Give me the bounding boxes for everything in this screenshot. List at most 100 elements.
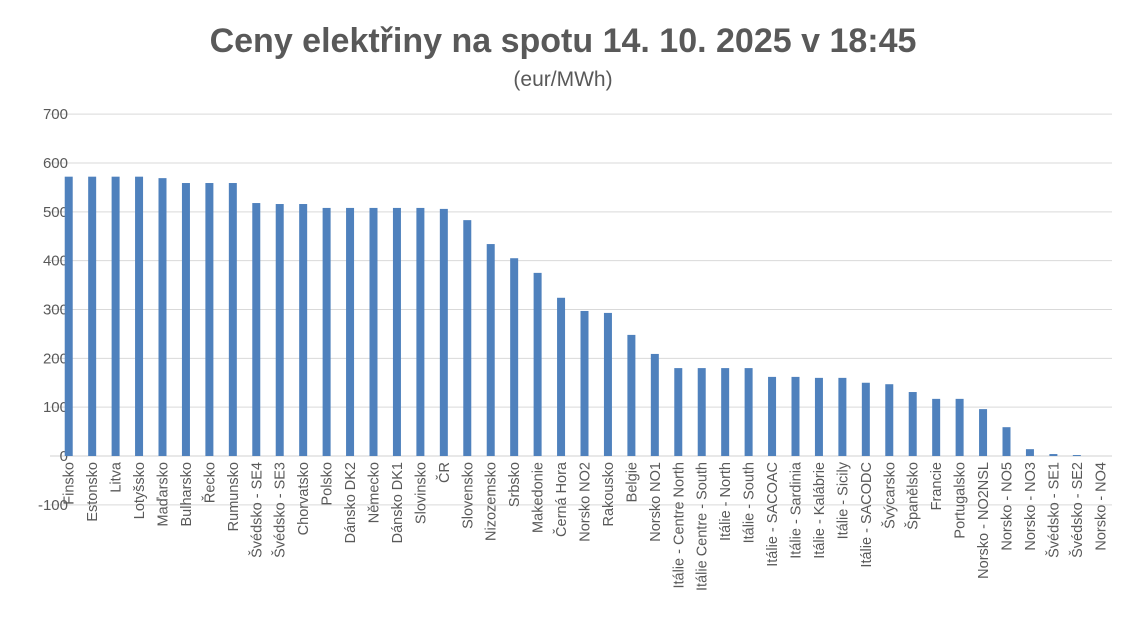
- y-tick-label: 100: [43, 399, 68, 416]
- bar: [322, 207, 331, 456]
- x-tick-label: Itálie - Sicily: [835, 461, 851, 539]
- y-tick-label: 300: [43, 302, 68, 319]
- x-tick-label: Černá Hora: [553, 461, 570, 537]
- x-tick-label: Lotyšsko: [132, 462, 148, 519]
- x-tick-label: Slovinsko: [413, 462, 429, 524]
- x-tick-label: Litva: [109, 461, 125, 493]
- x-tick-label: Itálie - Sardinia: [789, 461, 805, 559]
- bar: [861, 382, 870, 456]
- bar: [697, 368, 706, 456]
- x-tick-label: Bulharsko: [179, 462, 195, 526]
- bar: [88, 176, 97, 456]
- bar: [346, 207, 355, 456]
- y-tick-label: 700: [43, 106, 68, 123]
- x-tick-label: Slovensko: [460, 462, 476, 529]
- y-tick-label: 200: [43, 350, 68, 367]
- x-tick-label: Dánsko DK2: [343, 462, 359, 543]
- y-tick-label: 600: [43, 155, 68, 172]
- x-tick-label: Švédsko - SE2: [1069, 462, 1086, 558]
- x-tick-label: Švýcarsko: [881, 462, 898, 529]
- x-tick-label: Řecko: [201, 462, 218, 503]
- x-tick-label: ČR: [436, 462, 453, 483]
- x-tick-label: Maďarsko: [156, 462, 172, 527]
- y-tick-label: 0: [60, 448, 68, 465]
- x-tick-label: Rumunsko: [226, 462, 242, 531]
- bar: [1072, 455, 1081, 457]
- bar: [205, 183, 214, 456]
- bar: [979, 409, 988, 456]
- y-tick-label: 400: [43, 253, 68, 270]
- bar: [627, 334, 636, 456]
- bar: [299, 204, 308, 456]
- x-tick-label: Makedonie: [531, 462, 547, 533]
- bar: [791, 376, 800, 456]
- x-axis: Finsko Estonsko Litva Lotyšsko Maďarsko Bulha…: [62, 461, 1110, 591]
- bar: [181, 183, 190, 456]
- x-tick-label: Belgie: [624, 462, 640, 502]
- bar: [158, 178, 167, 456]
- x-tick-label: Itálie - SACOAC: [765, 462, 781, 567]
- x-tick-label: Norsko - NO2NSL: [976, 462, 992, 579]
- bar: [744, 368, 753, 456]
- x-tick-label: Švédsko - SE4: [248, 462, 265, 558]
- bar: [721, 368, 730, 456]
- bar: [1049, 454, 1058, 456]
- x-tick-label: Norsko - NO5: [1000, 462, 1016, 551]
- bar: [533, 272, 542, 456]
- chart-title: Ceny elektřiny na spotu 14. 10. 2025 v 1…: [210, 22, 917, 60]
- x-tick-label: Chorvatsko: [296, 462, 312, 535]
- bar: [228, 183, 237, 456]
- x-tick-label: Španělsko: [905, 462, 922, 530]
- bar: [814, 377, 823, 456]
- x-tick-label: Estonsko: [85, 462, 101, 522]
- bar: [580, 310, 589, 456]
- x-tick-label: Dánsko DK1: [390, 462, 406, 543]
- x-tick-label: Norsko - NO4: [1093, 462, 1109, 551]
- bar: [674, 368, 683, 456]
- bar: [1002, 427, 1011, 456]
- bar: [486, 244, 495, 456]
- bar: [650, 353, 659, 456]
- bar: [275, 204, 284, 456]
- bar: [252, 203, 261, 456]
- x-tick-label: Srbsko: [507, 462, 523, 507]
- x-tick-label: Švédsko - SE1: [1045, 462, 1062, 558]
- y-tick-label: 500: [43, 204, 68, 221]
- x-tick-label: Nizozemsko: [484, 462, 500, 541]
- x-tick-label: Polsko: [320, 462, 336, 506]
- x-tick-label: Německo: [367, 462, 383, 523]
- bar: [908, 392, 917, 456]
- x-tick-label: Norsko NO1: [648, 462, 664, 542]
- chart-subtitle: (eur/MWh): [513, 68, 612, 91]
- bar: [111, 176, 120, 456]
- bar: [439, 208, 448, 456]
- bar: [557, 297, 566, 456]
- x-tick-label: Norsko - NO3: [1023, 462, 1039, 551]
- x-tick-label: Itálie - Centre North: [671, 462, 687, 589]
- x-tick-label: Itálie - North: [718, 462, 734, 541]
- x-tick-label: Itálie - Kalábrie: [812, 462, 828, 559]
- x-tick-label: Finsko: [62, 462, 78, 505]
- bar: [392, 207, 401, 456]
- bar: [838, 377, 847, 456]
- bar: [603, 312, 612, 456]
- x-tick-label: Itálie Centre - South: [695, 462, 711, 591]
- x-tick-label: Švédsko - SE3: [272, 462, 289, 558]
- x-tick-label: Itálie - SACODC: [859, 462, 875, 568]
- x-tick-label: Francie: [929, 462, 945, 510]
- bar: [885, 384, 894, 456]
- x-tick-label: Itálie - South: [742, 462, 758, 543]
- bar: [369, 207, 378, 456]
- y-tick-label: -100: [38, 497, 68, 514]
- bar: [955, 398, 964, 456]
- bar: [64, 176, 73, 456]
- bar: [1025, 449, 1034, 456]
- x-tick-label: Rakousko: [601, 462, 617, 526]
- bar: [416, 207, 425, 456]
- bar: [510, 258, 519, 456]
- bar: [463, 220, 472, 456]
- bars: [64, 176, 1081, 457]
- gridlines: [50, 113, 1112, 506]
- y-axis: -100 0 100 200 300 400 500 600 700: [38, 106, 68, 514]
